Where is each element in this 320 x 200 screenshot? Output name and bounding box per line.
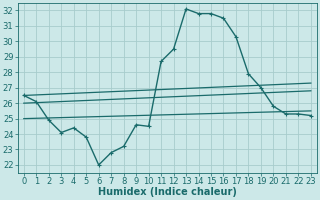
X-axis label: Humidex (Indice chaleur): Humidex (Indice chaleur) <box>98 187 237 197</box>
